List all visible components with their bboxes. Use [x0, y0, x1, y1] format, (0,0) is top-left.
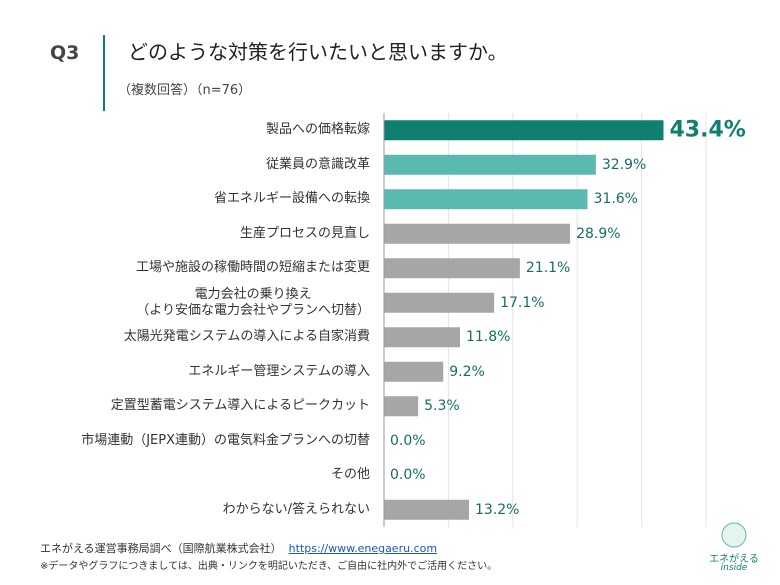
value-label: 13.2% [475, 501, 520, 518]
logo-icon [721, 522, 747, 548]
value-label: 32.9% [601, 156, 647, 173]
bar [384, 499, 470, 520]
value-label: 11.8% [465, 329, 511, 346]
category-label: 市場連動（JEPX連動）の電気料金プランへの切替 [81, 432, 370, 448]
footer-source: エネがえる運営事務局調べ（国際航業株式会社） https://www.enega… [40, 540, 437, 556]
bar [384, 327, 460, 348]
bar [384, 120, 664, 141]
value-label: 43.4% [669, 117, 746, 143]
value-label: 9.2% [449, 363, 485, 380]
category-label: 省エネルギー設備への転換 [213, 191, 370, 207]
subtitle: （複数回答）（n=76） [118, 83, 252, 98]
value-label: 0.0% [390, 432, 426, 449]
logo-sub: inside [720, 563, 748, 573]
category-label: 従業員の意識改革 [265, 156, 370, 172]
source: エネがえる運営事務局調べ（国際航業株式会社） [40, 542, 282, 555]
bar [384, 223, 571, 244]
logo-name: エネがえる [709, 554, 759, 565]
bar [384, 361, 444, 382]
category-label: 製品への価格転嫁 [265, 122, 370, 138]
value-label: 0.0% [390, 467, 426, 484]
category-label: 太陽光発電システムの導入による自家消費 [123, 329, 370, 345]
bar [384, 154, 596, 175]
link[interactable]: https://www.enegaeru.com [288, 542, 438, 555]
category-label: 工場や施設の稼働時間の短縮または変更 [135, 260, 370, 276]
category-label: その他 [330, 467, 370, 483]
bar [384, 258, 520, 279]
value-label: 21.1% [525, 260, 571, 277]
question-number: Q3 [50, 42, 80, 64]
value-label: 28.9% [576, 225, 621, 242]
value-label: 31.6% [593, 191, 638, 208]
category-label: わからない/答えられない [222, 501, 370, 517]
category-label: 定置型蓄電システム導入によるピークカット [110, 398, 370, 414]
bar [384, 189, 588, 210]
category-label: 生産プロセスの見直し [239, 225, 370, 241]
title: どのような対策を行いたいと思いますか。 [128, 40, 508, 64]
category-label: エネルギー管理システムの導入 [188, 363, 370, 379]
value-label: 5.3% [424, 398, 460, 415]
footer-note: ※データやグラフにつきましては、出典・リンクを明記いただき、ご自由に社内外でご活… [40, 561, 498, 572]
value-label: 17.1% [500, 294, 545, 311]
bar [384, 292, 495, 313]
bar [384, 396, 419, 417]
category-label: 電力会社の乗り換え （より安価な電力会社やプランへ切替） [136, 286, 370, 318]
